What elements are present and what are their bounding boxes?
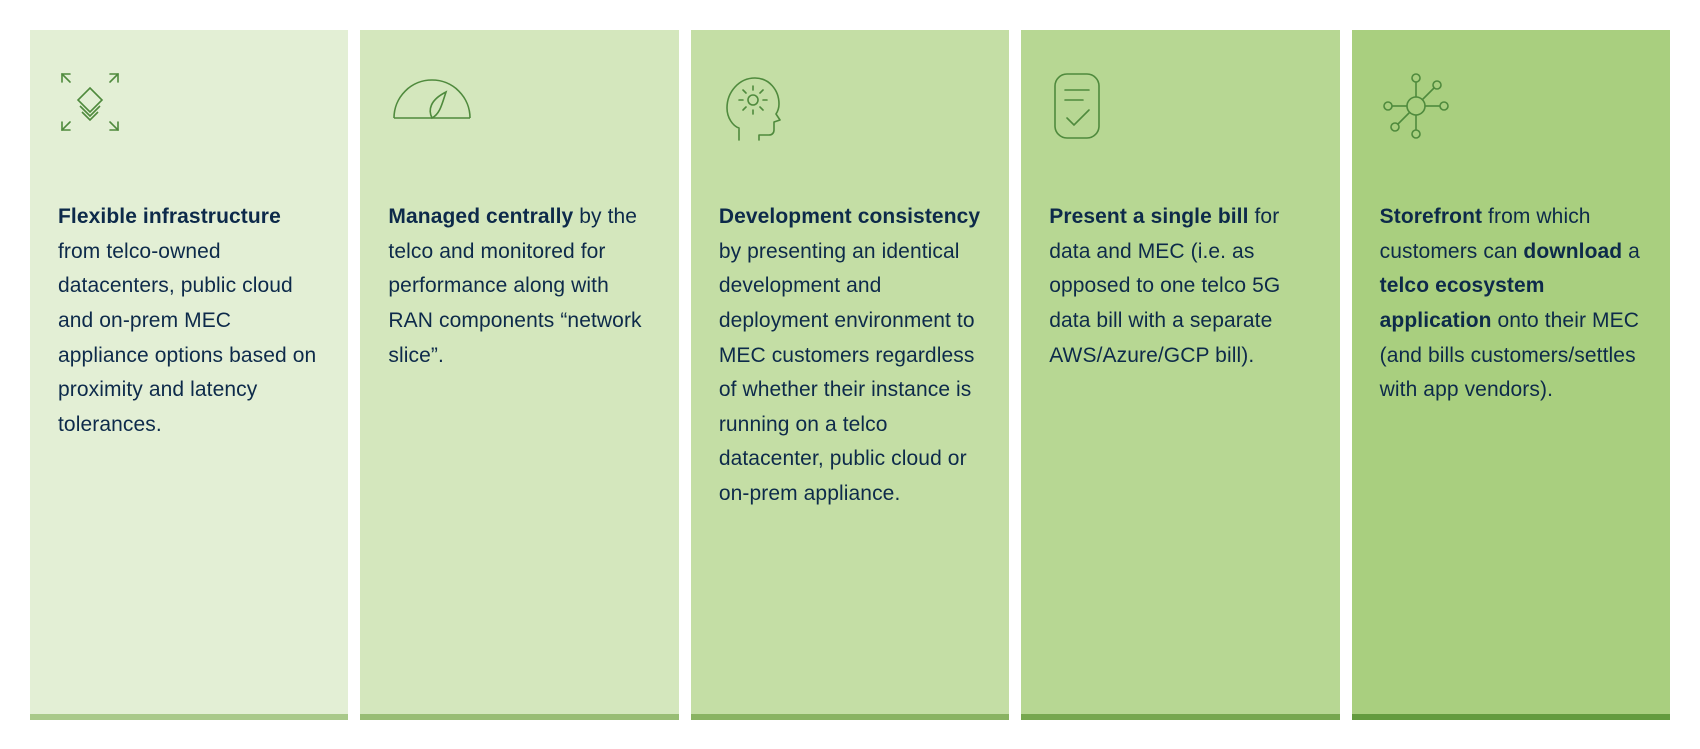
gauge-icon xyxy=(388,70,650,150)
card-body: Development consistency by presenting an… xyxy=(719,200,981,512)
card-development-consistency: Development consistency by presenting an… xyxy=(691,30,1009,720)
card-body: Present a single bill for data and MEC (… xyxy=(1049,200,1311,373)
card-row: Flexible infrastructure from telco-owned… xyxy=(30,30,1670,720)
bill-check-icon xyxy=(1049,70,1311,150)
card-accent xyxy=(691,714,1009,720)
card-single-bill: Present a single bill for data and MEC (… xyxy=(1021,30,1339,720)
network-nodes-icon xyxy=(1380,70,1642,150)
card-accent xyxy=(360,714,678,720)
card-body: Storefront from which customers can down… xyxy=(1380,200,1642,408)
card-storefront: Storefront from which customers can down… xyxy=(1352,30,1670,720)
card-managed-centrally: Managed centrally by the telco and monit… xyxy=(360,30,678,720)
head-gear-icon xyxy=(719,70,981,150)
card-accent xyxy=(30,714,348,720)
card-accent xyxy=(1352,714,1670,720)
card-body: Managed centrally by the telco and monit… xyxy=(388,200,650,373)
expand-layers-icon xyxy=(58,70,320,150)
card-flexible-infrastructure: Flexible infrastructure from telco-owned… xyxy=(30,30,348,720)
card-body: Flexible infrastructure from telco-owned… xyxy=(58,200,320,442)
card-accent xyxy=(1021,714,1339,720)
